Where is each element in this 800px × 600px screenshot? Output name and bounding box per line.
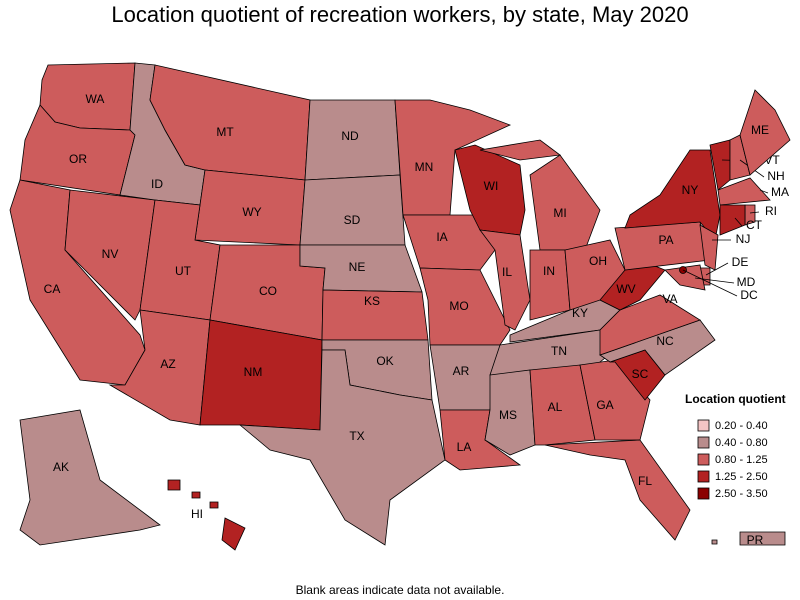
state-label: HI [191,507,203,521]
state-label: NJ [736,232,751,246]
state-shape [529,364,596,446]
state-label: UT [175,264,192,278]
state-label: ME [751,123,769,137]
state-shape [479,229,531,331]
state-label: IN [543,264,555,278]
leader-line [734,217,743,227]
legend-swatch [697,487,710,500]
state-label: MN [415,160,434,174]
state-shape [191,491,201,499]
state-label: IL [502,265,512,279]
state-label: NM [244,365,263,379]
leader-line [682,269,738,297]
leader-line [759,189,769,194]
state-label: MO [449,299,468,313]
state-shape [454,144,526,236]
legend-label: 0.20 - 0.40 [715,420,768,432]
state-label: OK [376,354,393,368]
state-shape [209,501,219,509]
state-shape [599,294,701,356]
legend-label: 0.80 - 1.25 [715,454,768,466]
state-label: OH [589,254,607,268]
state-shape [221,517,246,551]
state-shape [479,139,562,161]
legend-swatch [697,419,710,432]
state-label: GA [596,398,613,412]
state-label: KS [364,294,380,308]
state-label: SC [632,367,649,381]
state-label: AR [453,364,470,378]
state-label: IA [436,230,447,244]
state-label: NY [682,183,699,197]
leader-line [705,262,729,276]
state-label: KY [572,306,588,320]
state-label: AK [53,460,69,474]
state-label: NC [656,334,674,348]
state-label: DC [740,288,758,302]
state-shape [544,439,691,541]
state-shape [299,174,406,246]
state-shape [167,479,181,491]
state-label: CT [746,218,763,232]
legend-swatch [697,470,710,483]
state-label: MI [553,206,566,220]
state-shape [529,154,601,251]
state-label: CO [259,284,277,298]
leader-line [749,211,760,214]
state-label: WI [484,179,499,193]
state-label: NV [102,247,119,261]
state-shape [402,214,496,271]
state-label: MT [216,125,234,139]
state-shape [717,177,771,206]
legend-label: 0.40 - 0.80 [715,437,768,449]
state-shape [529,249,571,321]
legend-label: 1.25 - 2.50 [715,471,768,483]
state-shape [19,409,161,546]
state-label: ID [151,177,163,191]
state-label: AL [548,400,563,414]
state-shape [238,349,446,546]
state-label: CA [44,282,61,296]
state-label: SD [344,213,361,227]
state-shape [711,539,718,545]
legend-swatch [697,453,710,466]
state-label: NE [349,260,366,274]
note: Blank areas indicate data not available. [296,583,505,597]
state-label: MD [737,275,756,289]
state-label: ND [341,129,359,143]
legend-title: Location quotient [685,392,786,406]
state-label: MS [499,408,517,422]
state-label: DE [732,255,749,269]
state-shape [719,204,746,236]
state-label: TN [551,344,567,358]
state-label: WY [242,205,261,219]
state-label: LA [457,440,472,454]
state-label: WA [86,92,105,106]
legend-swatch [697,436,710,449]
state-shape [739,531,786,546]
state-shape [739,89,791,176]
state-label: FL [638,474,652,488]
legend-label: 2.50 - 3.50 [715,488,768,500]
state-label: OR [69,152,87,166]
map-title: Location quotient of recreation workers,… [111,2,688,27]
state-label: AZ [160,357,175,371]
state-label: WV [616,282,635,296]
state-label: TX [349,429,364,443]
state-label: MA [771,185,789,199]
state-shape [664,264,706,291]
state-label: NH [767,169,784,183]
state-label: PR [747,533,764,547]
state-label: RI [765,204,777,218]
state-label: PA [658,233,673,247]
state-label: VA [662,292,677,306]
